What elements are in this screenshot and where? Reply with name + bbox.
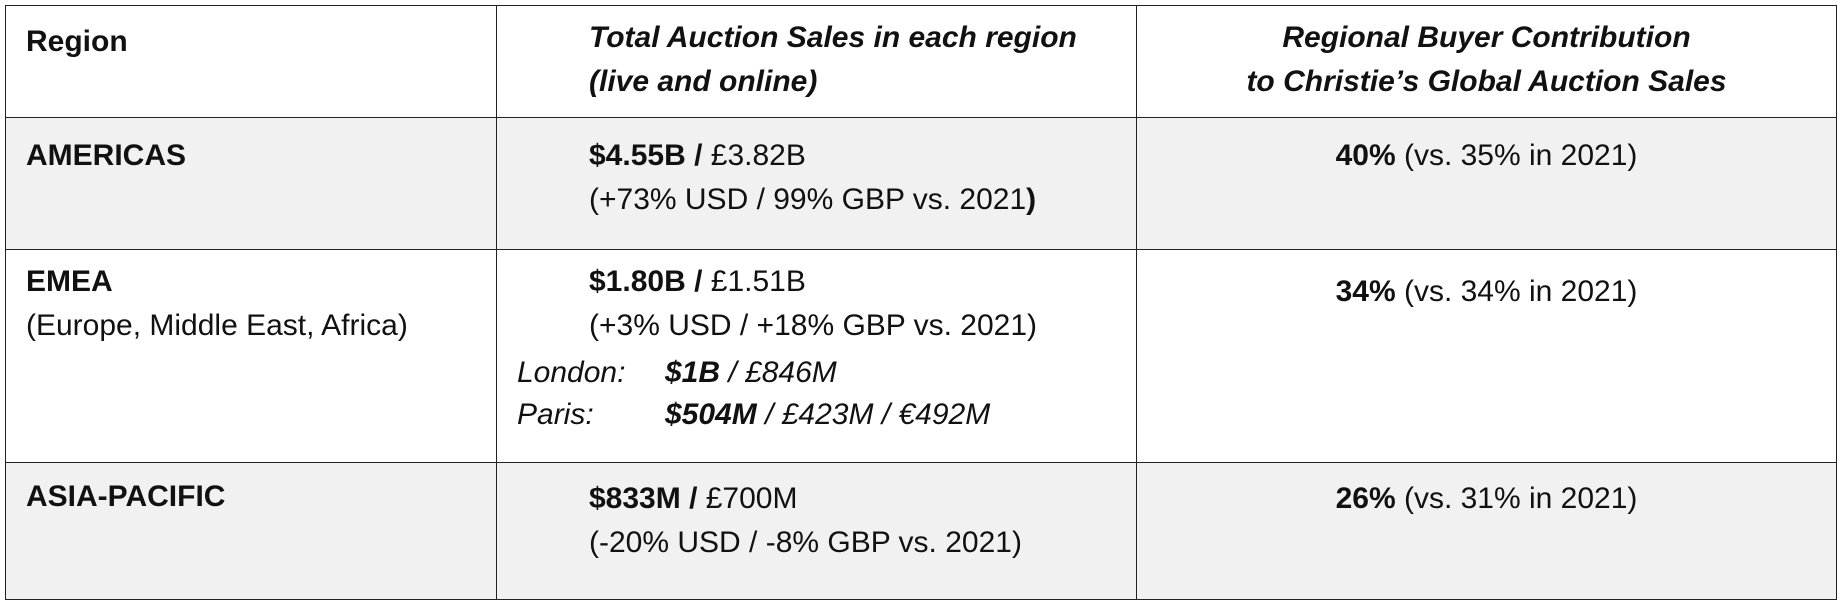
table-row-asia-pacific: ASIA-PACIFIC $833M / £700M (-20% USD / -… [5,462,1837,600]
city-row-london: London: $1B / £846M [517,352,1136,394]
header-cell-contribution: Regional Buyer Contribution to Christie’… [1136,5,1837,118]
sales-change-close: ) [1026,183,1037,216]
contribution-cell: 40% (vs. 35% in 2021) [1136,117,1837,250]
contribution-cell: 34% (vs. 34% in 2021) [1136,249,1837,463]
contribution-note: (vs. 35% in 2021) [1395,139,1638,172]
city-row-paris: Paris: $504M / £423M / €492M [517,394,1136,436]
sales-usd: $4.55B / [589,139,703,172]
sales-amount: $4.55B / £3.82B [589,134,1136,178]
city-other-currencies: / £846M [720,356,837,389]
city-other-currencies: / £423M / €492M [756,398,991,431]
city-usd: $1B [665,356,721,389]
city-label: Paris: [517,398,594,431]
sales-cell: $4.55B / £3.82B (+73% USD / 99% GBP vs. … [496,117,1137,250]
region-cell: AMERICAS [5,117,497,250]
table-row-americas: AMERICAS $4.55B / £3.82B (+73% USD / 99%… [5,117,1837,250]
sales-gbp: £700M [697,482,798,515]
header-contribution-line2: to Christie’s Global Auction Sales [1246,65,1727,98]
table-header-row: Region Total Auction Sales in each regio… [5,5,1837,118]
table-row-emea: EMEA (Europe, Middle East, Africa) $1.80… [5,249,1837,463]
sales-change: (-20% USD / -8% GBP vs. 2021) [589,526,1022,559]
region-subtitle: (Europe, Middle East, Africa) [26,309,408,342]
sales-change-text: (+73% USD / 99% GBP vs. 2021 [589,183,1027,216]
city-usd: $504M [665,398,757,431]
sales-usd: $1.80B / [589,265,703,298]
header-region-label: Region [26,25,128,58]
sales-cell: $833M / £700M (-20% USD / -8% GBP vs. 20… [496,462,1137,600]
city-breakdown: London: $1B / £846M Paris: $504M / £423M /… [497,348,1136,436]
contribution-note: (vs. 34% in 2021) [1395,275,1638,308]
contribution-cell: 26% (vs. 31% in 2021) [1136,462,1837,600]
contribution-value: 26% (vs. 31% in 2021) [1137,477,1836,521]
sales-usd: $833M / [589,482,698,515]
region-name: ASIA-PACIFIC [26,480,226,513]
contribution-percent: 34% [1335,275,1396,308]
contribution-value: 34% (vs. 34% in 2021) [1137,270,1836,314]
sales-amount: $1.80B / £1.51B [589,260,1136,304]
city-label: London: [517,356,626,389]
header-cell-region: Region [5,5,497,118]
region-cell: ASIA-PACIFIC [5,462,497,600]
sales-gbp: £3.82B [702,139,806,172]
sales-gbp: £1.51B [702,265,806,298]
sales-cell: $1.80B / £1.51B (+3% USD / +18% GBP vs. … [496,249,1137,463]
sales-change: (+73% USD / 99% GBP vs. 2021) [589,178,1136,222]
contribution-percent: 40% [1335,139,1396,172]
region-name: EMEA [26,265,113,298]
contribution-value: 40% (vs. 35% in 2021) [1137,134,1836,178]
contribution-note: (vs. 31% in 2021) [1395,482,1638,515]
header-total-sales-line2: (live and online) [589,65,818,98]
region-name: AMERICAS [26,139,187,172]
region-cell: EMEA (Europe, Middle East, Africa) [5,249,497,463]
regional-sales-table: Region Total Auction Sales in each regio… [5,5,1837,600]
contribution-percent: 26% [1335,482,1396,515]
sales-amount: $833M / £700M [589,477,1136,521]
header-cell-total-sales: Total Auction Sales in each region (live… [496,5,1137,118]
sales-change: (+3% USD / +18% GBP vs. 2021) [589,309,1037,342]
header-total-sales-line1: Total Auction Sales in each region [589,21,1077,54]
header-contribution-line1: Regional Buyer Contribution [1282,21,1691,54]
